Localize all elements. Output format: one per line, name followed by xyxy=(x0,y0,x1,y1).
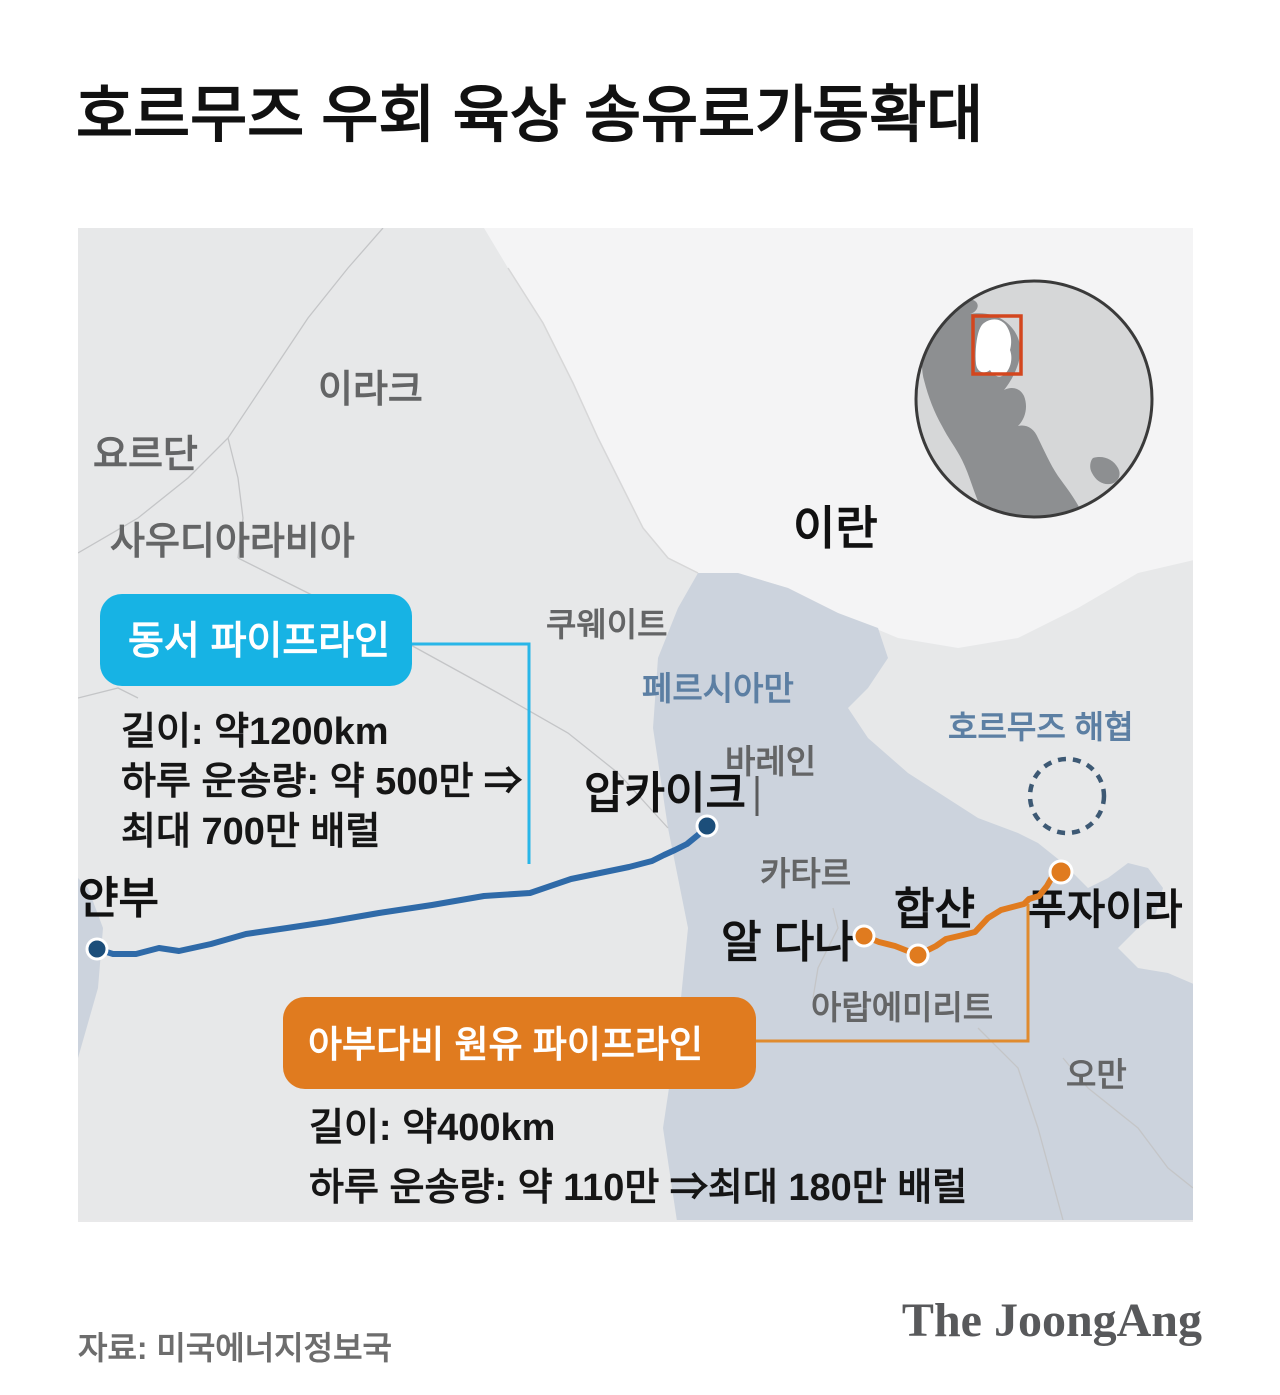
svg-text:이라크: 이라크 xyxy=(318,369,423,411)
svg-text:하루 운송량: 약 110만 ⇒최대 180만 배럴: 하루 운송량: 약 110만 ⇒최대 180만 배럴 xyxy=(309,1167,967,1209)
svg-text:이란: 이란 xyxy=(793,502,878,554)
svg-text:압카이크: 압카이크 xyxy=(584,769,746,818)
svg-text:최대 700만 배럴: 최대 700만 배럴 xyxy=(121,811,380,853)
svg-text:쿠웨이트: 쿠웨이트 xyxy=(546,606,667,643)
svg-text:동서 파이프라인: 동서 파이프라인 xyxy=(128,620,390,663)
svg-text:페르시아만: 페르시아만 xyxy=(642,670,794,707)
svg-text:길이: 약400km: 길이: 약400km xyxy=(309,1107,555,1149)
svg-text:요르단: 요르단 xyxy=(93,434,198,476)
svg-text:호르무즈 해협: 호르무즈 해협 xyxy=(948,709,1134,745)
svg-text:사우디아라비아: 사우디아라비아 xyxy=(110,521,355,563)
svg-text:카타르: 카타르 xyxy=(760,855,851,892)
svg-text:알 다나: 알 다나 xyxy=(721,918,855,967)
svg-text:얀부: 얀부 xyxy=(78,874,159,923)
svg-text:아부다비 원유 파이프라인: 아부다비 원유 파이프라인 xyxy=(308,1024,703,1065)
svg-text:합샨: 합샨 xyxy=(894,885,975,934)
svg-text:오만: 오만 xyxy=(1066,1056,1127,1093)
svg-text:푸자이라: 푸자이라 xyxy=(1028,886,1183,933)
svg-text:길이: 약1200km: 길이: 약1200km xyxy=(121,711,389,753)
svg-text:하루 운송량: 약 500만 ⇒: 하루 운송량: 약 500만 ⇒ xyxy=(121,761,523,803)
svg-text:아랍에미리트: 아랍에미리트 xyxy=(811,989,993,1026)
